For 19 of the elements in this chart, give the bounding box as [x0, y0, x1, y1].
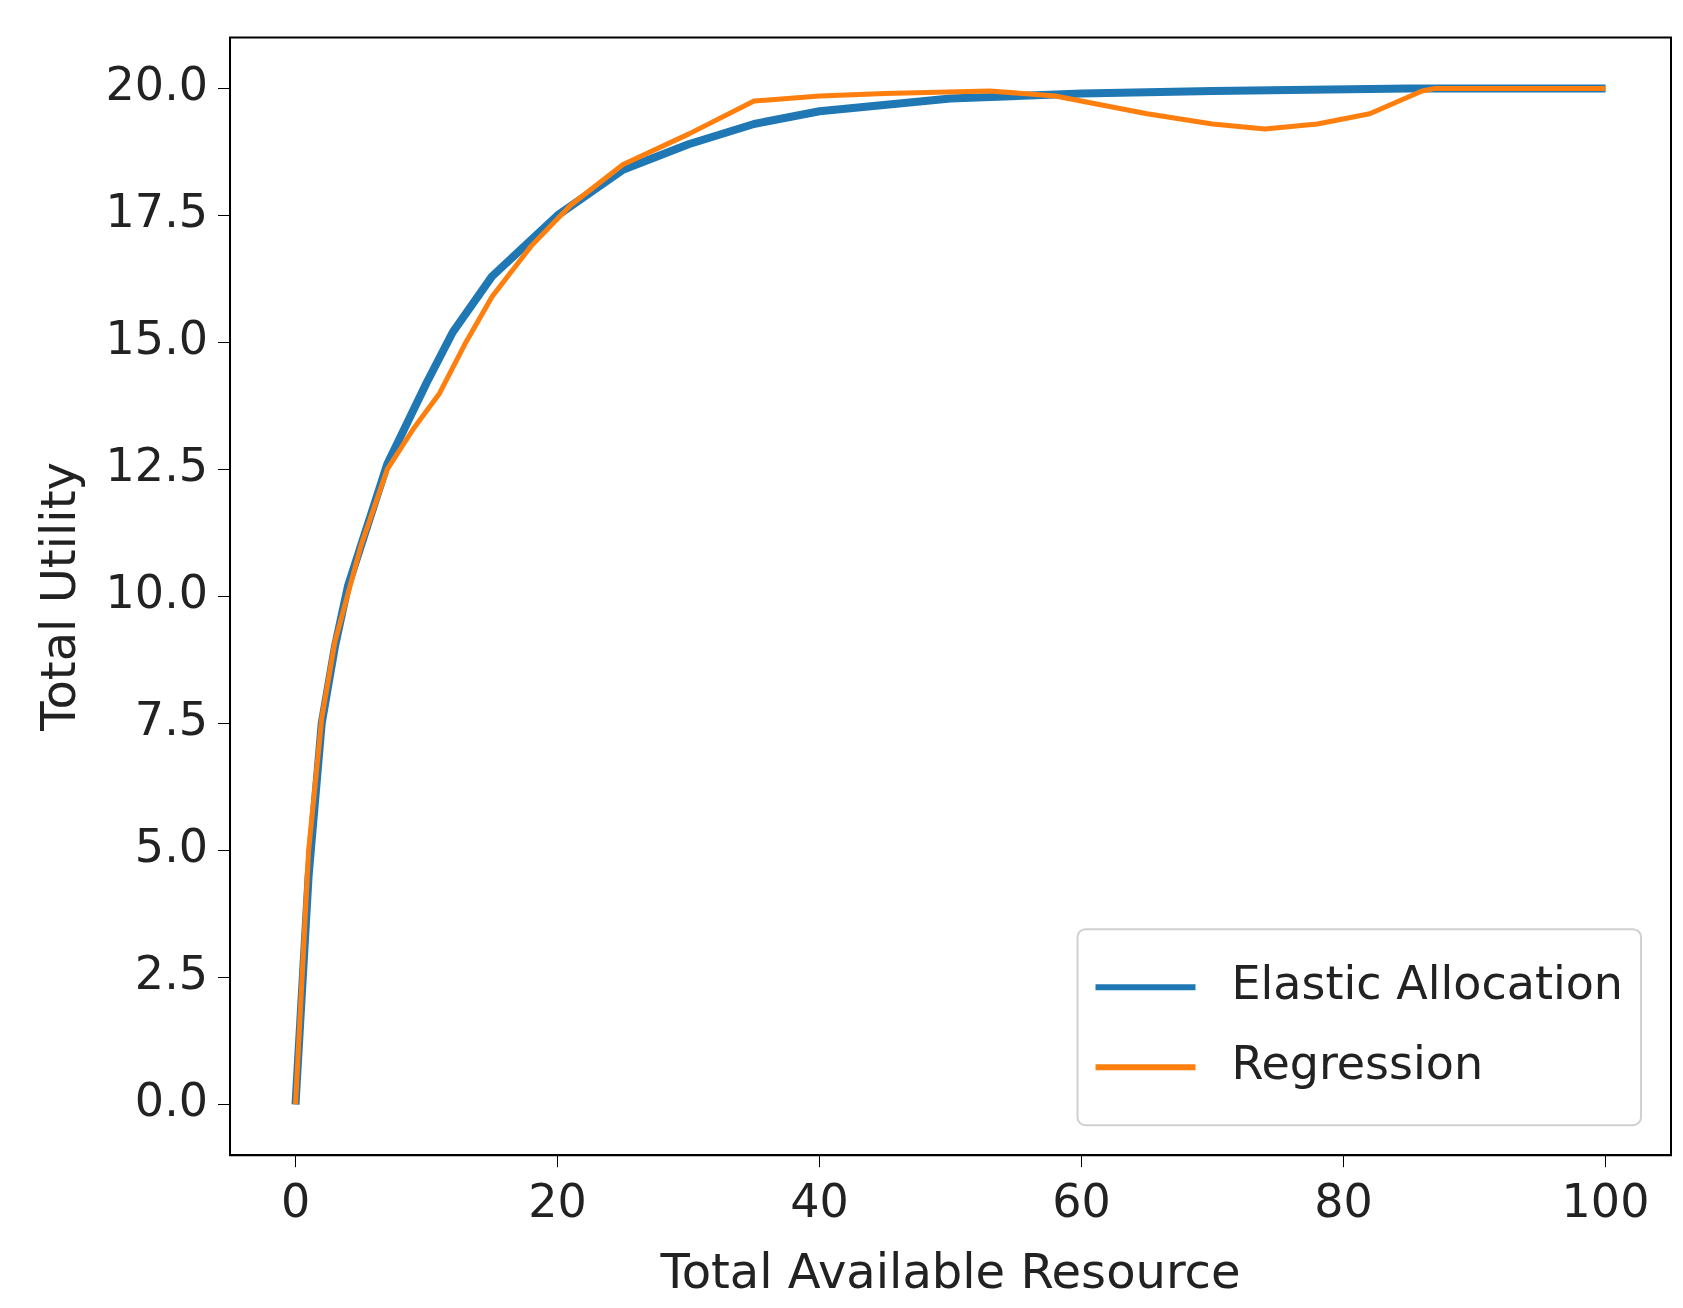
y-tick-label: 2.5 [134, 946, 209, 1001]
y-tick-label: 12.5 [105, 438, 209, 493]
y-tick-label: 15.0 [105, 311, 209, 366]
y-tick-label: 7.5 [134, 692, 209, 747]
y-tick-label: 5.0 [134, 819, 209, 874]
y-tick-label: 0.0 [134, 1073, 209, 1128]
x-tick-label: 40 [790, 1173, 849, 1228]
y-tick-label: 20.0 [105, 57, 209, 112]
x-tick-label: 80 [1314, 1173, 1373, 1228]
y-tick-label: 10.0 [105, 565, 209, 620]
x-tick-label: 0 [280, 1173, 311, 1228]
legend-label: Elastic Allocation [1231, 956, 1624, 1011]
legend-label: Regression [1231, 1036, 1484, 1091]
x-tick-label: 100 [1561, 1173, 1650, 1228]
x-tick-label: 60 [1052, 1173, 1111, 1228]
x-axis-title: Total Available Resource [659, 1242, 1241, 1299]
x-tick-label: 20 [528, 1173, 587, 1228]
y-tick-label: 17.5 [105, 184, 209, 239]
y-axis-title: Total Utility [30, 462, 87, 732]
